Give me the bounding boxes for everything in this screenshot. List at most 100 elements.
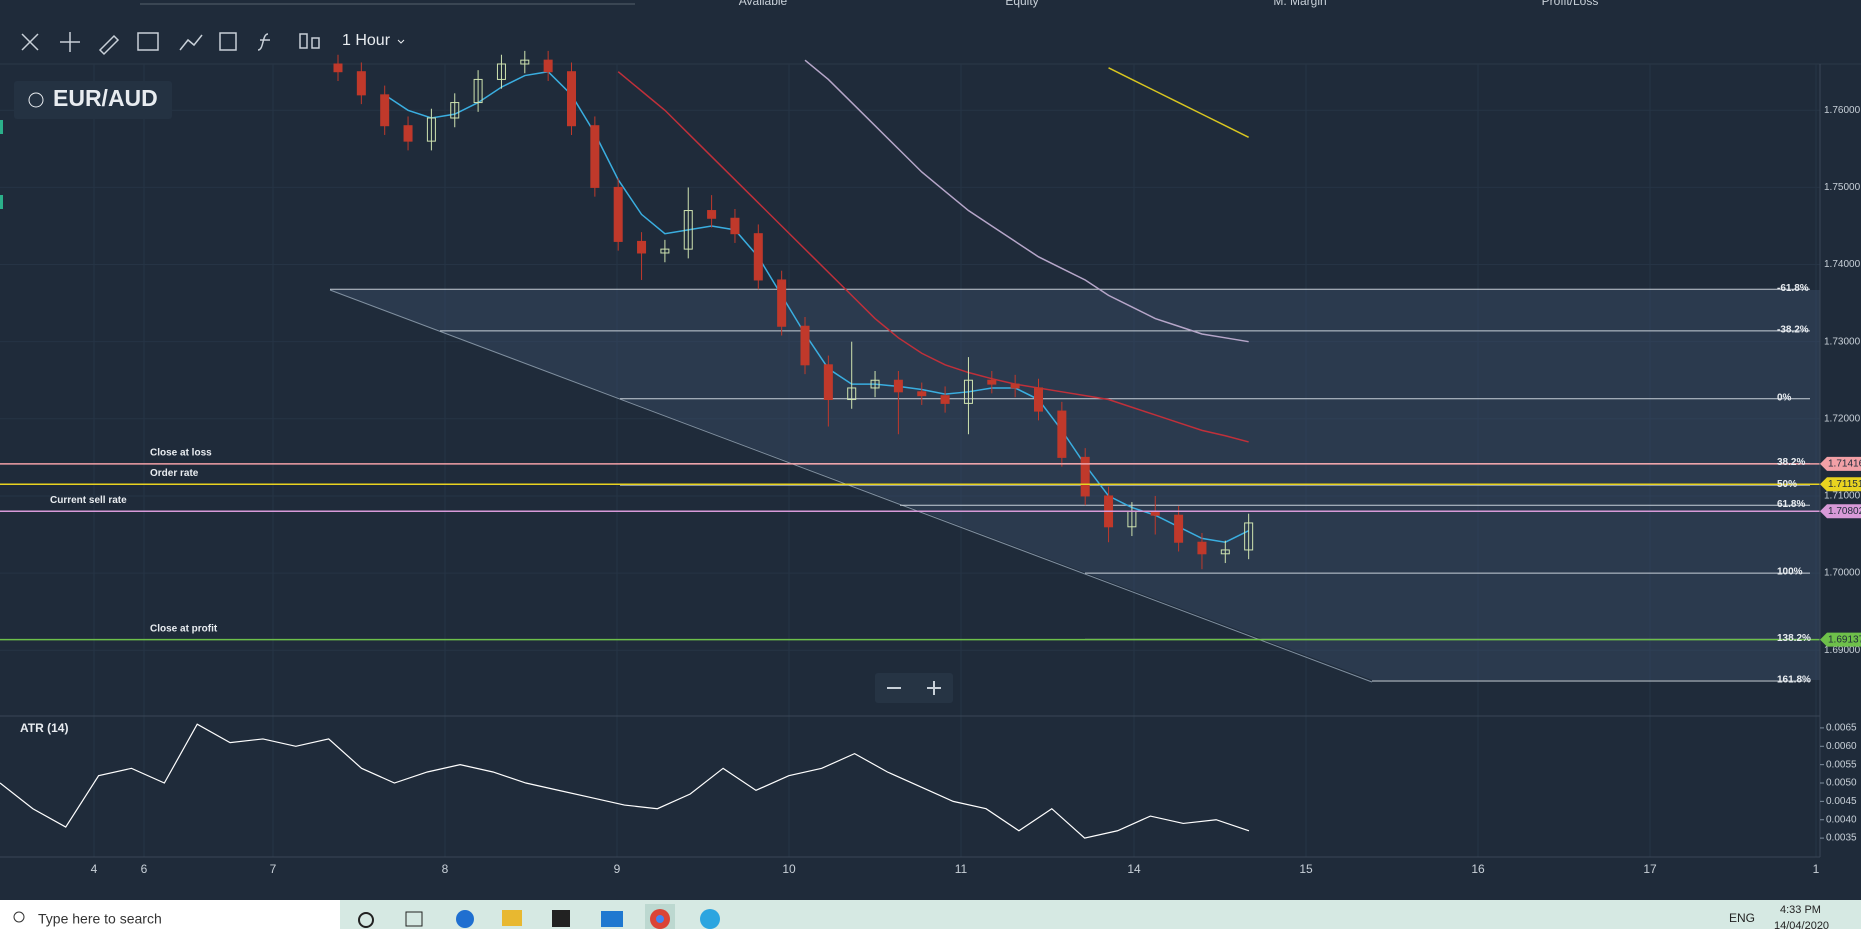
candle-body — [870, 379, 880, 389]
candle-body — [1174, 514, 1184, 543]
task-view[interactable] — [405, 911, 423, 927]
timeframe[interactable]: 1 Hour — [342, 32, 391, 49]
candle-body — [893, 379, 903, 393]
candle-body — [567, 71, 576, 127]
candle-body — [1244, 522, 1254, 551]
atr-tick-label: 0.0050 — [1826, 778, 1857, 789]
info-icon[interactable] — [28, 92, 44, 108]
taskbar-icons[interactable] — [358, 904, 720, 929]
atr-line — [0, 723, 1250, 839]
atr-tick-label: 0.0045 — [1826, 796, 1857, 807]
edge[interactable] — [456, 910, 474, 928]
fib-label: 161.8% — [1777, 675, 1811, 686]
x-tick-label: 17 — [1643, 862, 1657, 876]
candle-body — [473, 78, 483, 104]
x-tick-label: 8 — [442, 862, 449, 876]
search-placeholder[interactable]: Type here to search — [38, 911, 162, 927]
order-label: Close at loss — [150, 447, 212, 458]
candle-body — [590, 125, 600, 188]
x-tick-label: 10 — [782, 862, 796, 876]
price-badge — [1820, 504, 1861, 519]
candle-body — [823, 364, 833, 401]
candle-body — [800, 325, 810, 366]
order-label: Order rate — [150, 468, 199, 479]
atr-title: ATR (14) — [20, 721, 68, 735]
candle-body — [426, 117, 436, 142]
candle-body — [940, 395, 950, 404]
fib-label: 0% — [1777, 392, 1792, 403]
chrome-center[interactable] — [656, 915, 664, 923]
moving-average — [617, 71, 1249, 443]
candle-body — [1197, 541, 1207, 555]
explorer[interactable] — [502, 910, 522, 926]
cortana[interactable] — [358, 912, 374, 928]
draw-icon[interactable] — [98, 34, 120, 56]
atr-tick-label: 0.0065 — [1826, 723, 1857, 734]
candle-body — [1057, 410, 1067, 458]
header-label: M. Margin — [1273, 0, 1326, 8]
telegram[interactable] — [700, 909, 720, 929]
symbol: EUR/AUD — [53, 85, 158, 111]
compare-icon[interactable] — [299, 33, 308, 49]
clock-time[interactable]: 4:33 PM — [1780, 904, 1821, 916]
candle-body — [613, 186, 623, 242]
x-tick-label: 16 — [1471, 862, 1485, 876]
candle-body — [730, 217, 740, 235]
x-tick-label: 15 — [1299, 862, 1313, 876]
y-tick-label: 1.74000 — [1824, 259, 1861, 270]
indicator-icon[interactable] — [179, 34, 203, 51]
candle-body — [1220, 549, 1230, 555]
candle-body — [777, 279, 787, 327]
y-tick-label: 1.76000 — [1824, 105, 1861, 116]
price-badge-label: 1.70802 — [1828, 506, 1861, 517]
header-label: Available — [739, 0, 788, 8]
candle-body — [707, 210, 717, 219]
store[interactable] — [552, 910, 570, 927]
moving-average — [1108, 67, 1249, 138]
candle-body — [543, 59, 553, 73]
x-tick-label: 14 — [1127, 862, 1141, 876]
fib-label: 61.8% — [1777, 499, 1805, 510]
x-tick-label: 11 — [955, 862, 968, 876]
price-badge — [1820, 632, 1861, 647]
x-tick-label: 1 — [1813, 862, 1820, 876]
zoom-in[interactable] — [927, 681, 941, 695]
y-tick-label: 1.75000 — [1824, 182, 1861, 193]
y-tick-label: 1.73000 — [1824, 336, 1861, 347]
fullscreen-icon[interactable] — [21, 33, 39, 51]
crosshair-icon[interactable] — [60, 32, 80, 52]
candle-body — [637, 240, 647, 254]
compare-icon-b[interactable] — [311, 37, 320, 49]
x-tick-label: 6 — [141, 862, 148, 876]
tool-icons[interactable] — [21, 32, 320, 56]
fib-label: 100% — [1777, 567, 1803, 578]
save-icon[interactable] — [219, 32, 237, 51]
candle-body — [1010, 383, 1020, 389]
price-badge-label: 1.71151 — [1828, 479, 1861, 490]
candle-body — [333, 63, 343, 73]
mail[interactable] — [601, 911, 623, 927]
chart-area — [0, 50, 1820, 857]
atr-tick-label: 0.0060 — [1826, 741, 1857, 752]
fib-label: -61.8% — [1777, 283, 1809, 294]
price-badge-label: 1.71416 — [1828, 458, 1861, 469]
order-label: Current sell rate — [50, 495, 127, 506]
header-label: Equity — [1005, 0, 1038, 8]
toolbar — [0, 20, 1861, 64]
candle-body — [496, 63, 506, 80]
chart-type-icon[interactable] — [137, 32, 159, 51]
search-box[interactable] — [0, 900, 340, 929]
x-tick-label: 7 — [270, 862, 277, 876]
clock-date[interactable]: 14/04/2020 — [1774, 920, 1829, 929]
x-tick-label: 9 — [614, 862, 621, 876]
candle-body — [683, 210, 693, 250]
price-badge — [1820, 456, 1861, 471]
header-label: Profit/Loss — [1542, 0, 1599, 8]
timeframe-arrow[interactable] — [397, 39, 405, 44]
candle-body — [1034, 387, 1043, 412]
language[interactable]: ENG — [1729, 911, 1755, 925]
fx-icon[interactable] — [257, 33, 270, 51]
zoom-controls — [875, 673, 953, 703]
order-label: Close at profit — [150, 623, 218, 634]
